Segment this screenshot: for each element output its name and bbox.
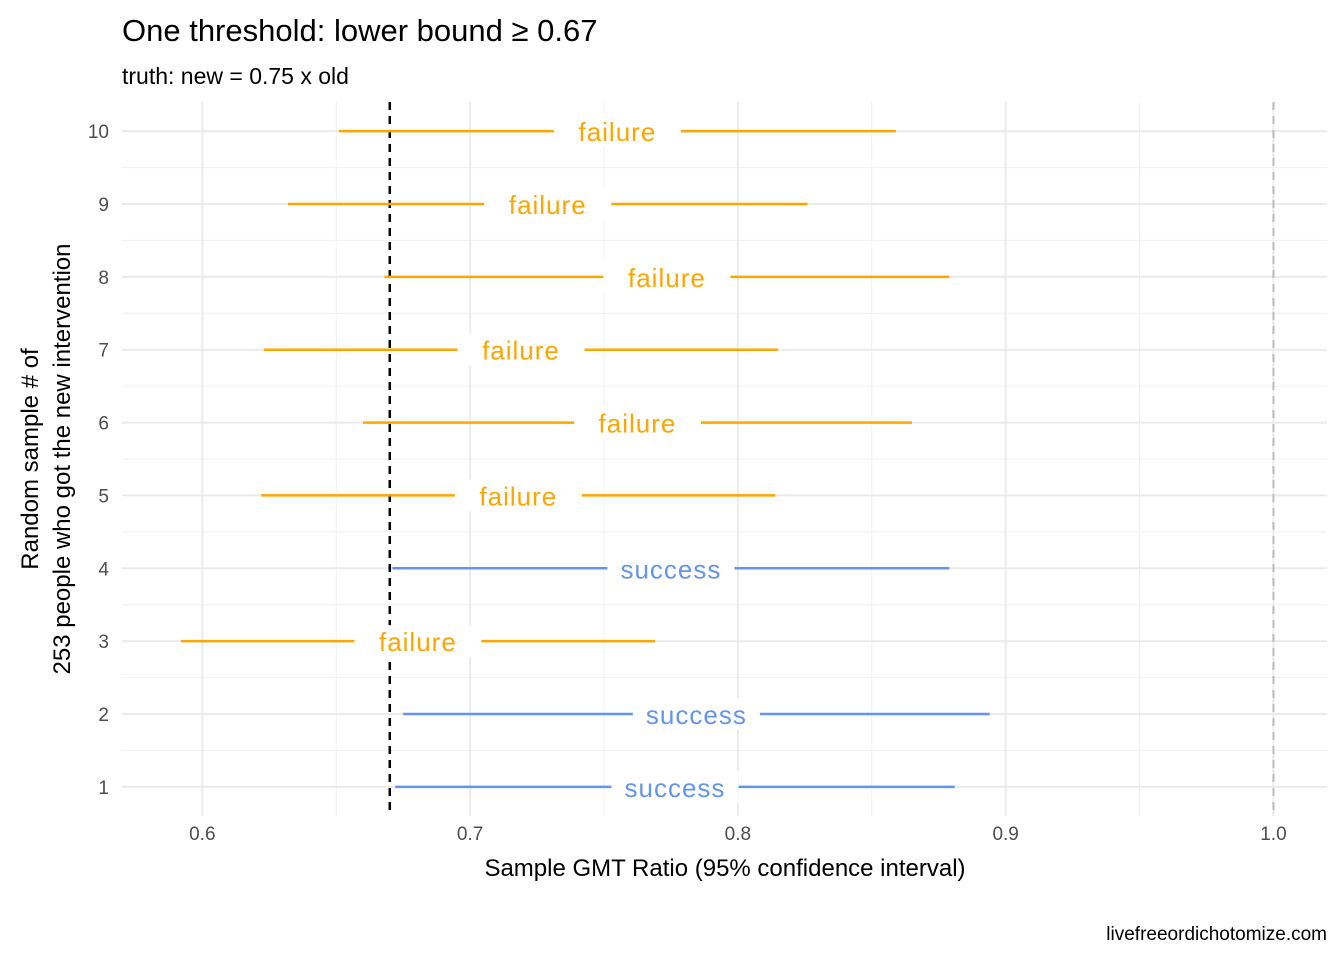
chart-title: One threshold: lower bound ≥ 0.67 bbox=[122, 13, 597, 48]
ci-label-background bbox=[573, 406, 701, 439]
ci-row-10: failure bbox=[338, 115, 896, 148]
y-tick-label: 3 bbox=[98, 632, 109, 653]
x-axis-label: Sample GMT Ratio (95% confidence interva… bbox=[484, 855, 965, 882]
ci-row-1: success bbox=[395, 770, 955, 803]
x-tick-label: 0.8 bbox=[725, 824, 751, 845]
ci-label-background bbox=[607, 552, 735, 585]
y-tick-label: 8 bbox=[98, 268, 109, 289]
ci-label-background bbox=[454, 479, 582, 512]
y-tick-label: 5 bbox=[98, 486, 109, 507]
ci-label: failure bbox=[482, 336, 560, 366]
x-tick-label: 0.9 bbox=[992, 824, 1018, 845]
ci-label: failure bbox=[578, 117, 656, 147]
y-axis-ticks: 1 2 3 4 5 6 7 8 9 10 bbox=[88, 122, 110, 799]
ci-row-2: success bbox=[403, 698, 990, 730]
y-axis-label-line-2: 253 people who got the new intervention bbox=[49, 244, 76, 675]
x-tick-label: 1.0 bbox=[1260, 824, 1286, 845]
y-tick-label: 2 bbox=[98, 705, 109, 726]
chart-subtitle: truth: new = 0.75 x old bbox=[122, 63, 349, 89]
ci-label: failure bbox=[479, 481, 557, 511]
ci-label: success bbox=[625, 773, 726, 803]
y-tick-label: 6 bbox=[98, 414, 109, 435]
y-tick-label: 1 bbox=[98, 778, 109, 799]
ci-marks: success success failure success failure failu… bbox=[180, 115, 990, 803]
ci-label: success bbox=[620, 554, 721, 584]
ci-label-background bbox=[553, 115, 681, 148]
caption: livefreeordichotomize.com bbox=[1106, 924, 1327, 945]
ci-label-background bbox=[354, 625, 482, 658]
ci-row-3: failure bbox=[180, 625, 655, 658]
y-tick-label: 10 bbox=[88, 122, 109, 143]
ci-row-7: failure bbox=[263, 333, 779, 366]
ci-label: success bbox=[646, 700, 747, 730]
ci-label-background bbox=[632, 698, 760, 730]
y-axis-label-line-1: Random sample # of bbox=[17, 348, 44, 570]
x-axis-ticks: 0.6 0.7 0.8 0.9 1.0 bbox=[189, 824, 1287, 845]
reference-lines bbox=[388, 102, 1275, 816]
ci-label: failure bbox=[379, 627, 457, 657]
ci-row-9: failure bbox=[288, 188, 808, 220]
y-tick-label: 4 bbox=[98, 559, 109, 580]
ci-label: failure bbox=[599, 409, 677, 439]
x-tick-label: 0.7 bbox=[457, 824, 483, 845]
ci-row-5: failure bbox=[261, 479, 776, 512]
ci-row-6: failure bbox=[363, 406, 912, 439]
ci-row-8: failure bbox=[384, 260, 950, 293]
y-tick-label: 9 bbox=[98, 195, 109, 216]
ci-label-background bbox=[603, 260, 731, 293]
x-tick-label: 0.6 bbox=[189, 824, 215, 845]
ci-label: failure bbox=[628, 263, 706, 293]
y-tick-label: 7 bbox=[98, 341, 109, 362]
ci-label-background bbox=[457, 333, 585, 366]
ci-label-background bbox=[484, 188, 612, 220]
ci-row-4: success bbox=[392, 552, 950, 585]
ci-label-background bbox=[611, 770, 739, 803]
ci-label: failure bbox=[509, 190, 587, 220]
